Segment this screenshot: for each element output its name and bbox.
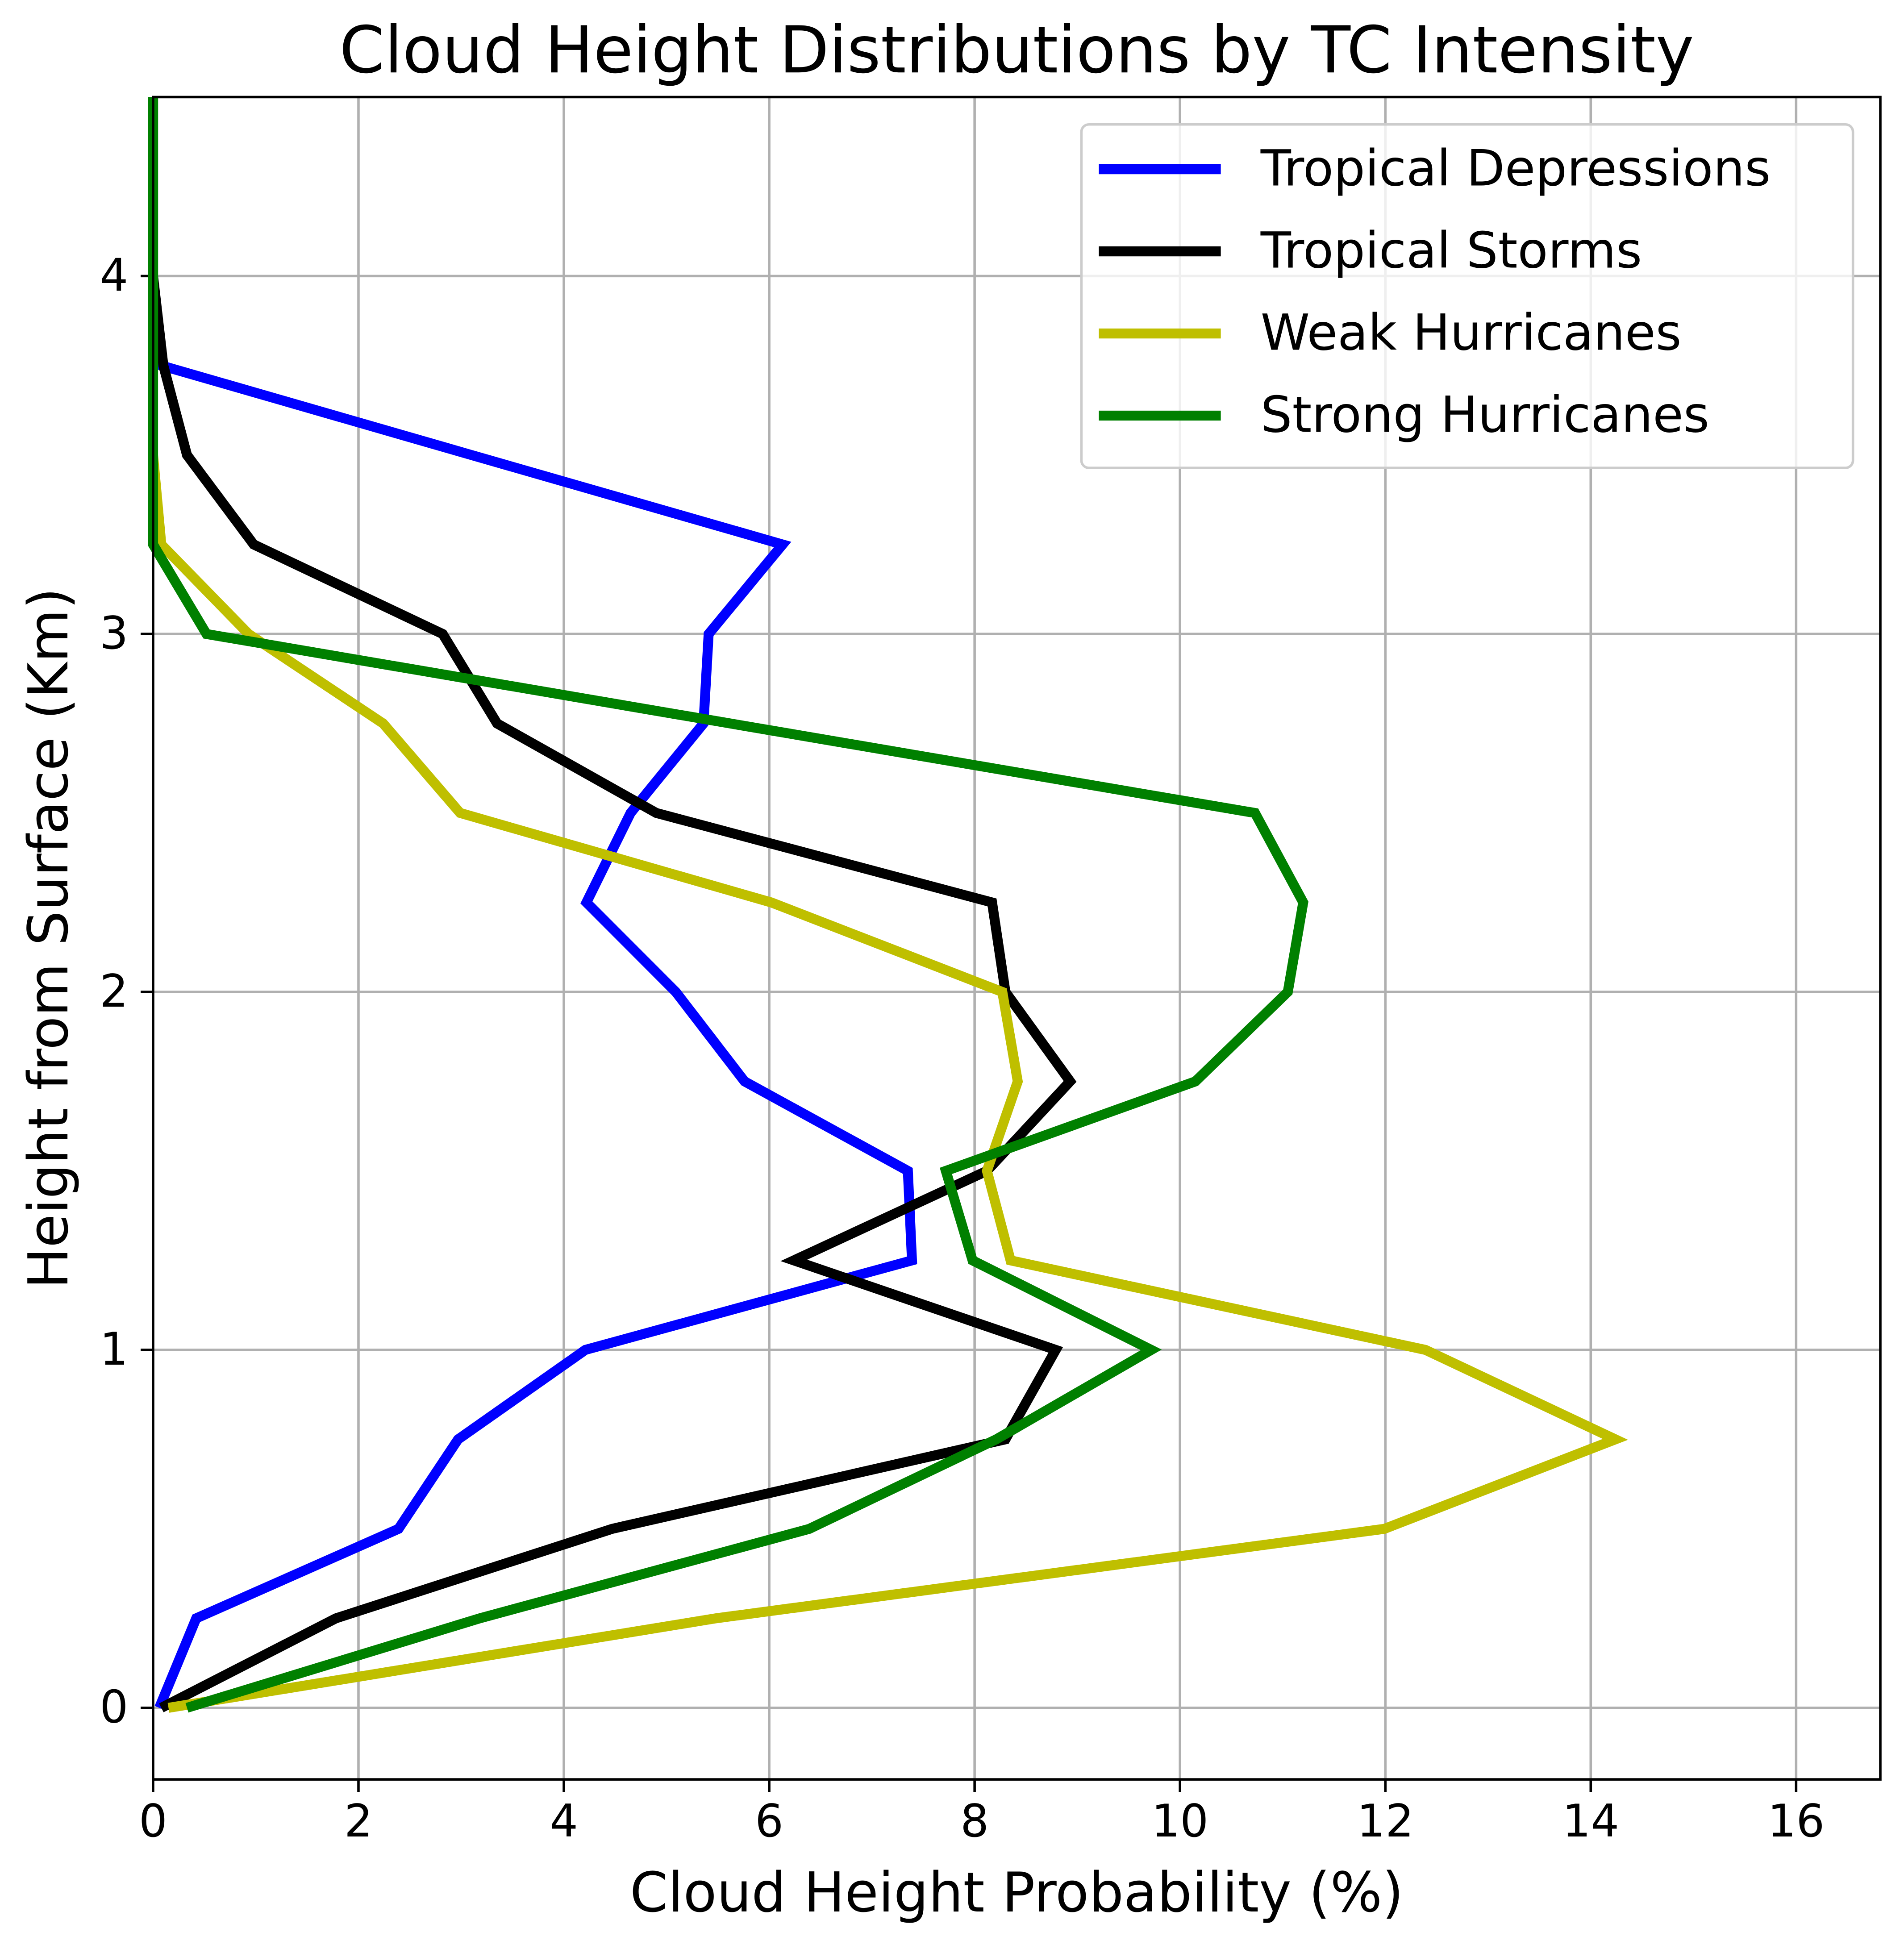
legend-label: Strong Hurricanes (1261, 386, 1709, 444)
x-tick-label: 16 (1768, 1795, 1825, 1847)
x-tick-label: 10 (1151, 1795, 1208, 1847)
x-tick-label: 14 (1562, 1795, 1619, 1847)
x-tick-label: 0 (139, 1795, 167, 1847)
y-tick-label: 2 (100, 965, 128, 1017)
chart-title: Cloud Height Distributions by TC Intensi… (339, 12, 1694, 88)
legend-box (1080, 123, 1854, 469)
x-tick-label: 8 (960, 1795, 989, 1847)
y-tick-label: 3 (100, 607, 128, 659)
x-tick-label: 6 (755, 1795, 783, 1847)
x-tick-label: 12 (1357, 1795, 1414, 1847)
y-tick-label: 4 (100, 249, 128, 301)
x-tick-label: 4 (550, 1795, 578, 1847)
legend-label: Tropical Depressions (1260, 140, 1771, 197)
y-tick-label: 0 (100, 1681, 128, 1733)
x-tick-label: 2 (344, 1795, 373, 1847)
y-tick-label: 1 (100, 1323, 128, 1375)
plot-frame (152, 96, 1882, 1781)
legend: Tropical Depressions Tropical Storms Weak … (1080, 123, 1854, 469)
x-axis-label: Cloud Height Probability (%) (630, 1861, 1404, 1924)
y-axis-label: Height from Surface (Km) (17, 588, 80, 1289)
legend-label: Tropical Storms (1260, 222, 1642, 279)
legend-label: Weak Hurricanes (1261, 304, 1682, 362)
